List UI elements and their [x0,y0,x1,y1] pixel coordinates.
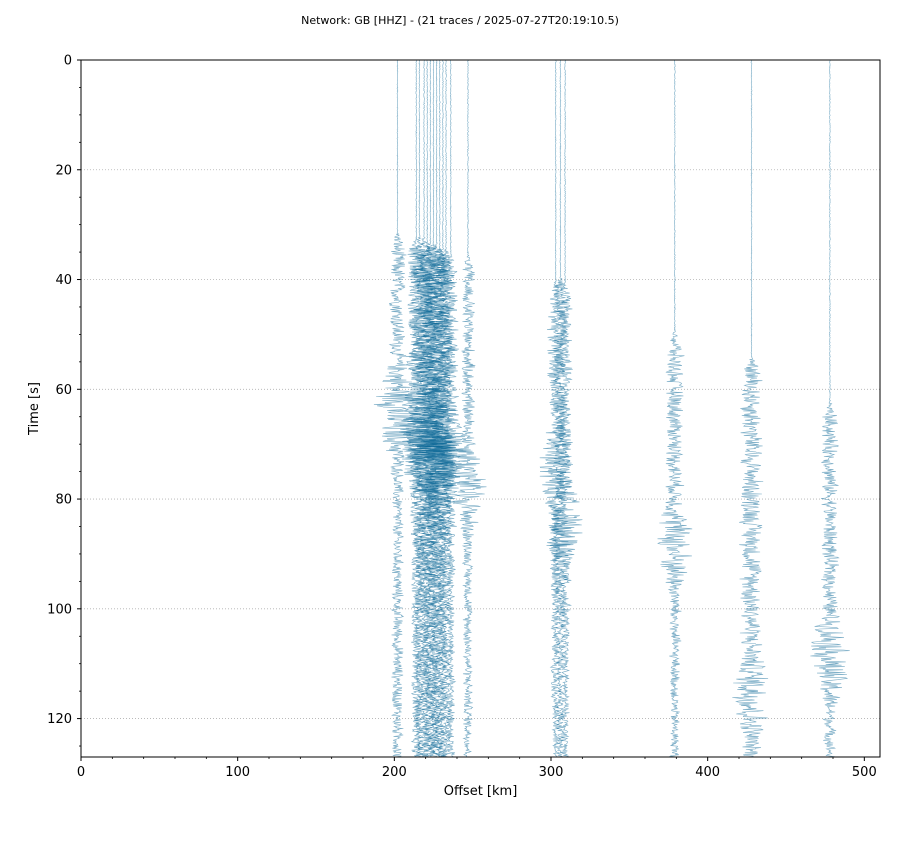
x-tick-label: 300 [539,765,564,780]
y-tick-label: 0 [64,54,72,69]
trace-layer [373,59,850,758]
seismic-trace [420,59,456,758]
y-tick-label: 40 [55,273,72,288]
seismic-trace [373,60,422,758]
seismic-trace [548,59,583,758]
y-tick-label: 20 [55,163,72,178]
chart-title: Network: GB [HHZ] - (21 traces / 2025-07… [301,14,619,27]
y-tick-label: 120 [47,712,72,727]
y-tick-label: 60 [55,383,72,398]
seismic-trace [424,59,461,757]
x-tick-label: 0 [77,765,85,780]
seismic-trace [429,59,460,758]
seismic-trace [657,59,693,758]
x-axis-label: Offset [km] [444,784,518,799]
seismic-trace [402,59,440,758]
seismic-trace [546,59,573,758]
seismic-trace [810,59,850,758]
seismic-trace [434,59,467,758]
x-axis-ticks: 0 100 200 300 400 500 [77,757,877,780]
y-tick-label: 100 [47,602,72,617]
x-tick-label: 200 [382,765,407,780]
y-axis-label: Time [s] [27,382,42,436]
plot-area-frame [80,59,881,758]
seismic-trace [414,59,456,758]
seismic-trace [732,59,769,758]
y-tick-label: 80 [55,493,72,508]
seismic-trace [425,60,458,758]
y-axis-ticks: 0 20 40 60 80 100 120 [47,54,81,747]
x-tick-label: 500 [852,765,877,780]
x-tick-label: 100 [225,765,250,780]
seismic-trace [449,59,487,758]
grid-lines [81,59,880,719]
x-tick-label: 400 [695,765,720,780]
